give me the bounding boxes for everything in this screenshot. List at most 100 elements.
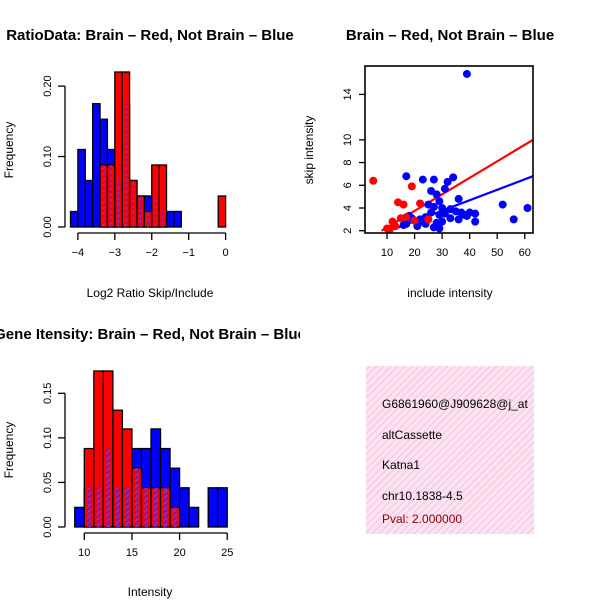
scatter-x-label: include intensity — [407, 286, 492, 300]
intensity-overlap-bar-3 — [115, 487, 120, 527]
ratio-overlap-bar-2 — [117, 180, 120, 227]
scatter-x-tick-label-2: 30 — [436, 247, 448, 259]
scatter-point-blue-7 — [440, 184, 449, 193]
ratio-y-tick-label-0: 0.00 — [42, 216, 54, 237]
intensity-overlap-bar-8 — [163, 487, 168, 527]
scatter-x-tick-label-1: 20 — [408, 247, 420, 259]
intensity-x-tick-label-0: 10 — [78, 547, 90, 559]
scatter-point-blue-34 — [454, 215, 463, 224]
scatter-point-blue-28 — [399, 221, 408, 230]
scatter-point-blue-37 — [498, 200, 507, 209]
info-box: G6861960@J909628@j_at altCassette Katna1… — [366, 366, 534, 534]
scatter-points — [369, 69, 532, 234]
intensity-overlap-bar-0 — [87, 487, 91, 527]
scatter-y-tick-label-1: 4 — [342, 205, 354, 211]
ratio-chart-title: RatioData: Brain – Red, Not Brain – Blue — [6, 27, 294, 44]
scatter-x-tick-label-4: 50 — [491, 247, 503, 259]
scatter-point-blue-35 — [462, 211, 471, 220]
scatter-point-blue-38 — [509, 215, 518, 224]
info-box-background — [366, 366, 534, 534]
scatter-point-blue-2 — [418, 175, 427, 184]
intensity-y-tick-label-3: 0.15 — [42, 383, 54, 404]
info-gene-name: Katna1 — [382, 458, 420, 472]
scatter-x-tick-label-3: 40 — [464, 247, 476, 259]
scatter-point-blue-18 — [471, 209, 480, 218]
intensity-blue-bar-13 — [207, 487, 219, 528]
ratio-x-tick-label-0: −4 — [72, 247, 85, 259]
scatter-point-red-9 — [410, 216, 419, 225]
intensity-overlap-bar-1 — [96, 487, 101, 527]
intensity-blue-bar-11 — [178, 487, 190, 528]
ratio-blue-bar-1 — [77, 148, 86, 228]
ratio-overlap-bar-3 — [125, 103, 127, 227]
intensity-blue-bar-0 — [74, 506, 85, 528]
ratio-x-tick-label-2: −2 — [145, 247, 158, 259]
scatter-axes: 10 20 30 40 50 60 2 4 6 8 10 14 — [342, 65, 534, 259]
intensity-bars — [74, 370, 228, 528]
ratio-overlap-bar-5 — [139, 196, 142, 227]
scatter-point-red-0 — [369, 176, 378, 185]
intensity-y-tick-label-1: 0.05 — [42, 472, 54, 493]
scatter-point-blue-22 — [427, 208, 436, 217]
intensity-blue-bar-12 — [188, 506, 200, 528]
ratio-blue-bar-14 — [173, 210, 182, 228]
ratio-axes: −4 −3 −2 −1 0 0.00 0.10 0.20 — [42, 75, 229, 259]
scatter-y-tick-label-5: 14 — [342, 88, 354, 100]
ratio-bars — [69, 71, 227, 228]
scatter-point-blue-36 — [471, 217, 480, 226]
ratio-x-tick-label-4: 0 — [223, 247, 229, 259]
scatter-panel: Brain – Red, Not Brain – Blue 10 20 30 40 50… — [302, 27, 554, 300]
ratio-y-tick-label-1: 0.10 — [42, 146, 54, 167]
intensity-overlap-bar-5 — [134, 468, 139, 527]
info-event-id: G6861960@J909628@j_at — [382, 397, 528, 411]
intensity-x-label: Intensity — [128, 585, 173, 599]
scatter-point-blue-9 — [454, 194, 463, 203]
scatter-point-blue-41 — [435, 224, 444, 233]
info-location: chr10.1838-4.5 — [382, 489, 463, 503]
ratio-overlap-bar-1 — [110, 165, 112, 227]
ratio-overlap-bar-0 — [103, 165, 105, 227]
ratio-histogram-panel: RatioData: Brain – Red, Not Brain – Blue… — [2, 27, 294, 300]
scatter-plot-frame — [364, 65, 534, 234]
intensity-axes: 10 15 20 25 0.00 0.05 0.10 0.15 — [42, 383, 233, 559]
intensity-x-tick-label-2: 20 — [173, 547, 185, 559]
scatter-point-blue-21 — [435, 210, 444, 219]
scatter-x-tick-label-0: 10 — [381, 247, 393, 259]
scatter-y-label: skip intensity — [302, 116, 316, 185]
ratio-x-tick-label-1: −3 — [109, 247, 122, 259]
intensity-x-tick-label-3: 25 — [221, 547, 233, 559]
ratio-blue-bar-3 — [92, 103, 101, 228]
scatter-point-blue-3 — [429, 175, 438, 184]
scatter-x-tick-label-5: 60 — [519, 247, 531, 259]
scatter-chart-title: Brain – Red, Not Brain – Blue — [346, 27, 554, 44]
ratio-x-tick-label-3: −1 — [182, 247, 195, 259]
scatter-point-red-12 — [391, 222, 400, 231]
scatter-point-blue-1 — [402, 172, 411, 181]
intensity-y-tick-label-0: 0.00 — [42, 516, 54, 537]
scatter-point-blue-0 — [462, 69, 471, 78]
ratio-blue-bar-2 — [84, 179, 94, 228]
ratio-y-tick-label-2: 0.20 — [42, 75, 54, 96]
scatter-point-red-8 — [402, 213, 411, 222]
intensity-x-tick-label-1: 15 — [126, 547, 138, 559]
ratio-overlap-bar-6 — [147, 211, 149, 227]
scatter-point-blue-4 — [449, 173, 458, 182]
ratio-y-label: Frequency — [2, 122, 16, 179]
intensity-overlap-bar-4 — [125, 487, 129, 527]
intensity-histogram-panel: Gene Itensity: Brain – Red, Not Brain – … — [0, 326, 306, 599]
scatter-point-red-10 — [424, 215, 433, 224]
ratio-red-bar-9 — [217, 195, 227, 228]
intensity-overlap-bar-2 — [106, 448, 110, 527]
scatter-point-blue-33 — [446, 214, 455, 223]
scatter-y-tick-label-0: 2 — [342, 228, 354, 234]
intensity-overlap-bar-7 — [154, 487, 158, 527]
scatter-y-tick-label-2: 6 — [342, 182, 354, 188]
intensity-chart-title: Gene Itensity: Brain – Red, Not Brain – … — [0, 326, 306, 343]
intensity-y-label: Frequency — [2, 422, 16, 479]
scatter-point-red-4 — [416, 199, 425, 208]
ratio-overlap-bar-7 — [154, 196, 157, 227]
scatter-point-blue-10 — [435, 197, 444, 206]
ratio-blue-bar-13 — [165, 210, 175, 228]
scatter-point-red-1 — [407, 182, 416, 191]
